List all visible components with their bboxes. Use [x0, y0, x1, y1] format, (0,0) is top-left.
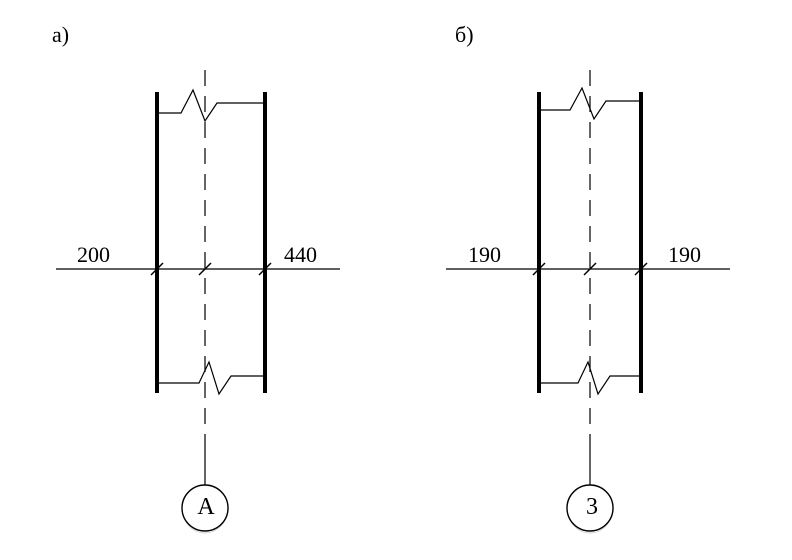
diagram-svg: [0, 0, 792, 560]
break-bottom-a: [157, 362, 265, 394]
dim-left-b: 190: [468, 242, 501, 268]
diagram-b-group: [446, 70, 730, 533]
axis-label-b: 3: [572, 494, 612, 521]
panel-label-b: б): [455, 22, 474, 48]
dim-right-a: 440: [284, 242, 317, 268]
dim-left-a: 200: [77, 242, 110, 268]
break-top-a: [157, 90, 265, 121]
diagram-a-group: [56, 70, 340, 533]
axis-label-a: А: [186, 494, 226, 521]
panel-label-a: а): [52, 22, 69, 48]
dim-right-b: 190: [668, 242, 701, 268]
